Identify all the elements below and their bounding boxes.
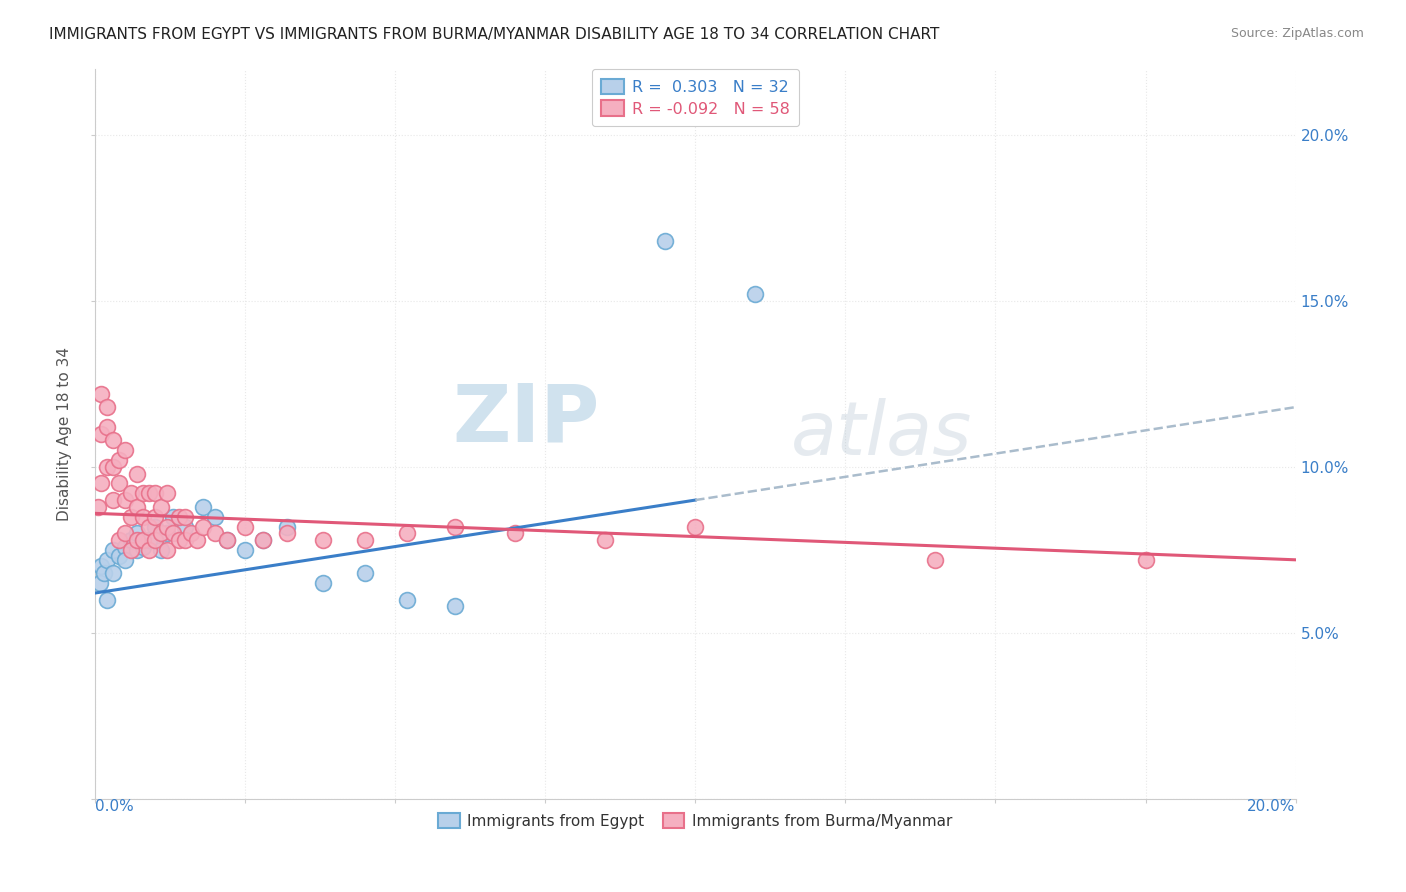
Point <box>354 533 377 547</box>
Point <box>233 542 256 557</box>
Point <box>444 519 467 533</box>
Point <box>204 526 226 541</box>
Point <box>150 500 173 514</box>
Point <box>143 533 166 547</box>
Point <box>924 553 946 567</box>
Text: IMMIGRANTS FROM EGYPT VS IMMIGRANTS FROM BURMA/MYANMAR DISABILITY AGE 18 TO 34 C: IMMIGRANTS FROM EGYPT VS IMMIGRANTS FROM… <box>49 27 939 42</box>
Point <box>120 533 142 547</box>
Point <box>174 519 197 533</box>
Point <box>167 533 190 547</box>
Point <box>174 509 197 524</box>
Point <box>108 453 131 467</box>
Point <box>96 459 118 474</box>
Point <box>204 509 226 524</box>
Point <box>150 542 173 557</box>
Point <box>114 443 136 458</box>
Point <box>150 526 173 541</box>
Point <box>96 400 118 414</box>
Point <box>108 476 131 491</box>
Point <box>132 486 155 500</box>
Text: atlas: atlas <box>792 398 973 470</box>
Point <box>1135 553 1157 567</box>
Point <box>444 599 467 614</box>
Point <box>595 533 617 547</box>
Point <box>90 476 112 491</box>
Point <box>127 542 149 557</box>
Point <box>96 420 118 434</box>
Point <box>685 519 707 533</box>
Point <box>90 559 112 574</box>
Point <box>143 509 166 524</box>
Point <box>143 486 166 500</box>
Point <box>162 526 184 541</box>
Point <box>87 500 110 514</box>
Point <box>167 509 190 524</box>
Point <box>127 526 149 541</box>
Point <box>120 542 142 557</box>
Point <box>101 542 124 557</box>
Text: 20.0%: 20.0% <box>1247 799 1295 814</box>
Point <box>120 486 142 500</box>
Point <box>114 526 136 541</box>
Point <box>132 540 155 554</box>
Point <box>132 509 155 524</box>
Point <box>312 533 335 547</box>
Point <box>191 519 214 533</box>
Point <box>186 533 208 547</box>
Point <box>744 287 766 301</box>
Point <box>101 493 124 508</box>
Point <box>156 486 179 500</box>
Point <box>156 519 179 533</box>
Point <box>101 434 124 448</box>
Point <box>114 553 136 567</box>
Point <box>114 540 136 554</box>
Point <box>127 467 149 481</box>
Point <box>108 549 131 564</box>
Point <box>138 486 160 500</box>
Point <box>96 553 118 567</box>
Point <box>138 519 160 533</box>
Point <box>354 566 377 580</box>
Text: Source: ZipAtlas.com: Source: ZipAtlas.com <box>1230 27 1364 40</box>
Point <box>252 533 274 547</box>
Point <box>120 509 142 524</box>
Point <box>90 387 112 401</box>
Point <box>174 533 197 547</box>
Point <box>114 493 136 508</box>
Point <box>396 526 419 541</box>
Point <box>162 509 184 524</box>
Point <box>93 566 115 580</box>
Point <box>127 533 149 547</box>
Point <box>312 576 335 591</box>
Point <box>233 519 256 533</box>
Point <box>276 526 298 541</box>
Point <box>191 500 214 514</box>
Point <box>143 519 166 533</box>
Point <box>252 533 274 547</box>
Legend: Immigrants from Egypt, Immigrants from Burma/Myanmar: Immigrants from Egypt, Immigrants from B… <box>432 807 959 835</box>
Point <box>396 592 419 607</box>
Point <box>101 566 124 580</box>
Point <box>156 542 179 557</box>
Point <box>89 576 111 591</box>
Y-axis label: Disability Age 18 to 34: Disability Age 18 to 34 <box>58 347 72 521</box>
Point <box>276 519 298 533</box>
Point <box>156 526 179 541</box>
Point <box>90 426 112 441</box>
Point <box>217 533 239 547</box>
Point <box>217 533 239 547</box>
Point <box>138 542 160 557</box>
Text: ZIP: ZIP <box>453 380 599 458</box>
Point <box>127 500 149 514</box>
Point <box>138 533 160 547</box>
Point <box>96 592 118 607</box>
Text: 0.0%: 0.0% <box>96 799 134 814</box>
Point <box>101 459 124 474</box>
Point <box>654 234 676 248</box>
Point <box>108 533 131 547</box>
Point <box>132 533 155 547</box>
Point <box>503 526 526 541</box>
Point <box>180 526 202 541</box>
